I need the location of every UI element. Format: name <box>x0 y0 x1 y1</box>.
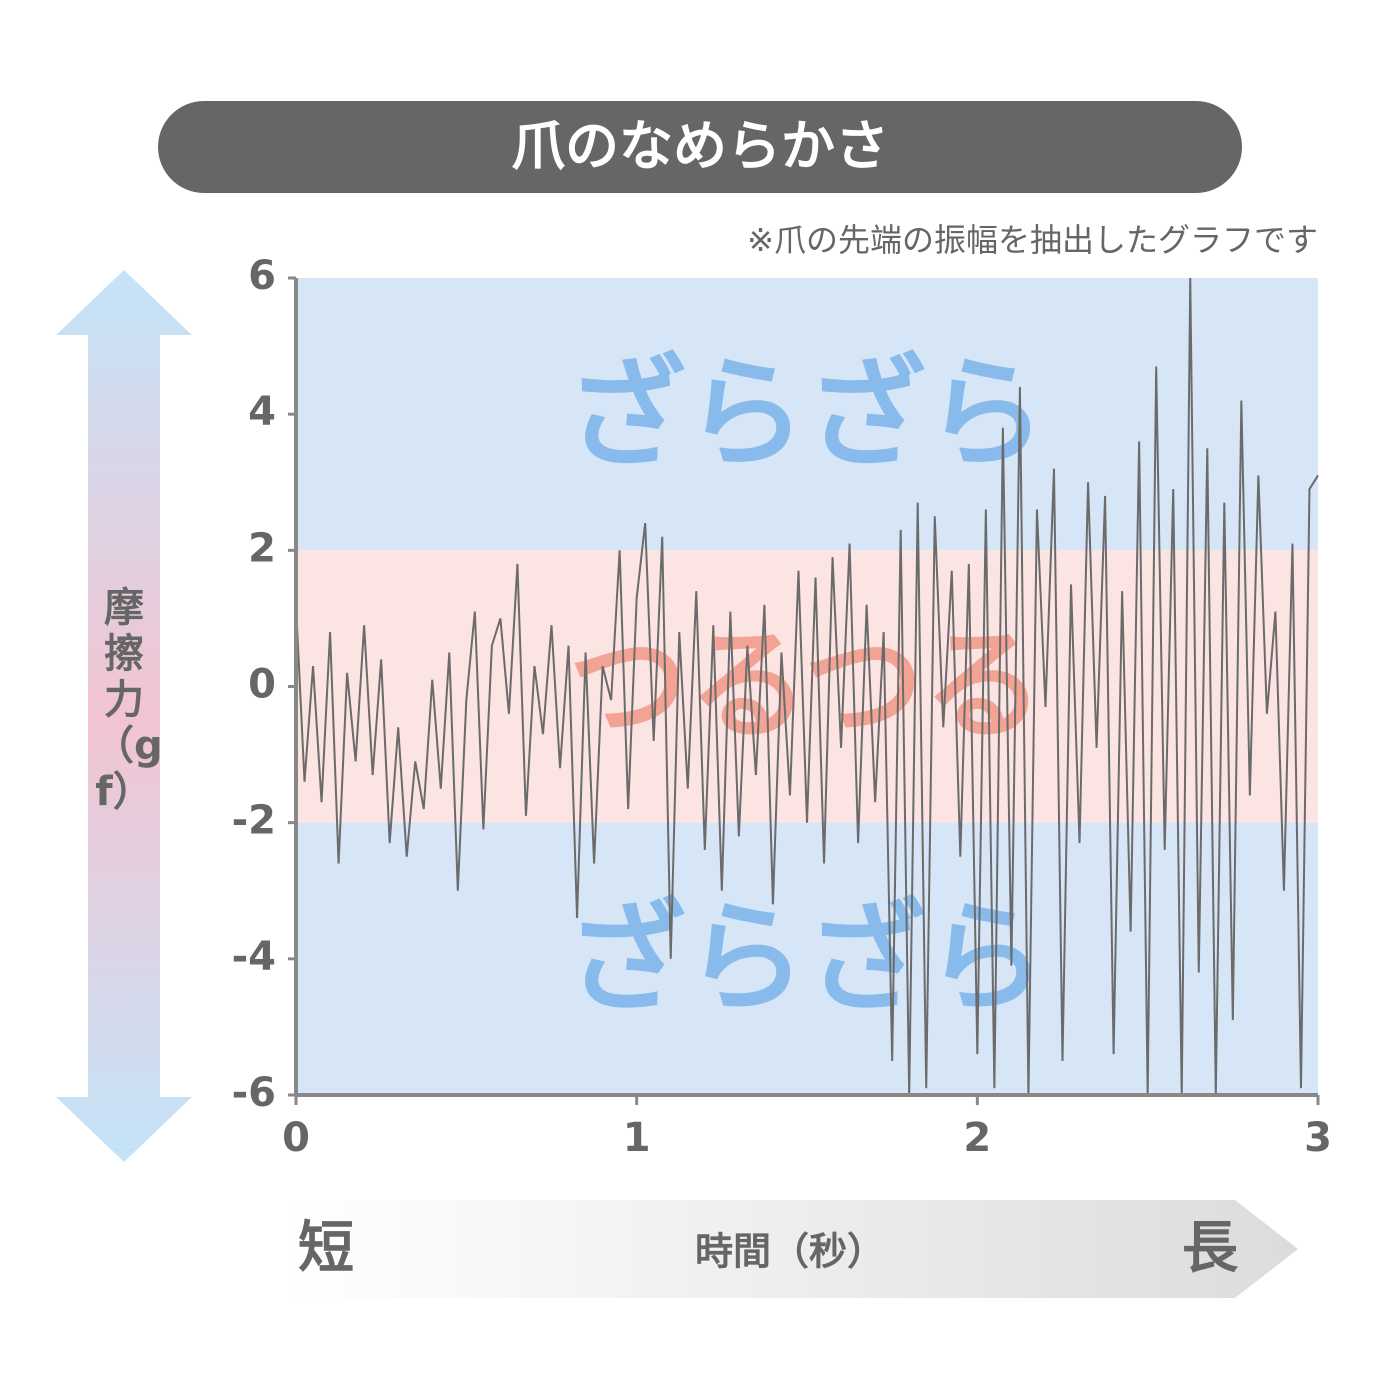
x-tick-label: 0 <box>282 1115 310 1161</box>
band-label: ざらざら <box>566 345 1046 484</box>
note: ※爪の先端の振幅を抽出したグラフです <box>747 221 1318 259</box>
x-tick-label: 3 <box>1304 1115 1332 1161</box>
title-pill <box>158 101 1242 193</box>
y-tick-label: -4 <box>232 934 276 980</box>
x-start-label: 短 <box>298 1216 354 1281</box>
band <box>296 278 1318 551</box>
y-tick-label: 2 <box>248 525 276 571</box>
band <box>296 550 1318 823</box>
x-end-label: 長 <box>1182 1216 1239 1281</box>
x-tick-label: 2 <box>963 1115 991 1161</box>
y-tick-label: 6 <box>248 253 276 299</box>
y-tick-label: -6 <box>232 1070 276 1116</box>
y-arrow <box>56 270 192 1162</box>
y-axis-label: 摩擦力（gf） <box>94 585 163 815</box>
y-tick-label: 0 <box>248 662 276 708</box>
chart-title: 爪のなめらかさ <box>511 115 889 178</box>
x-arrow <box>280 1200 1298 1298</box>
x-axis-label: 時間（秒） <box>695 1230 885 1274</box>
band-label: ざらざら <box>566 890 1046 1029</box>
y-tick-label: 4 <box>248 389 276 435</box>
y-tick-label: -2 <box>232 798 276 844</box>
x-tick-label: 1 <box>623 1115 651 1161</box>
